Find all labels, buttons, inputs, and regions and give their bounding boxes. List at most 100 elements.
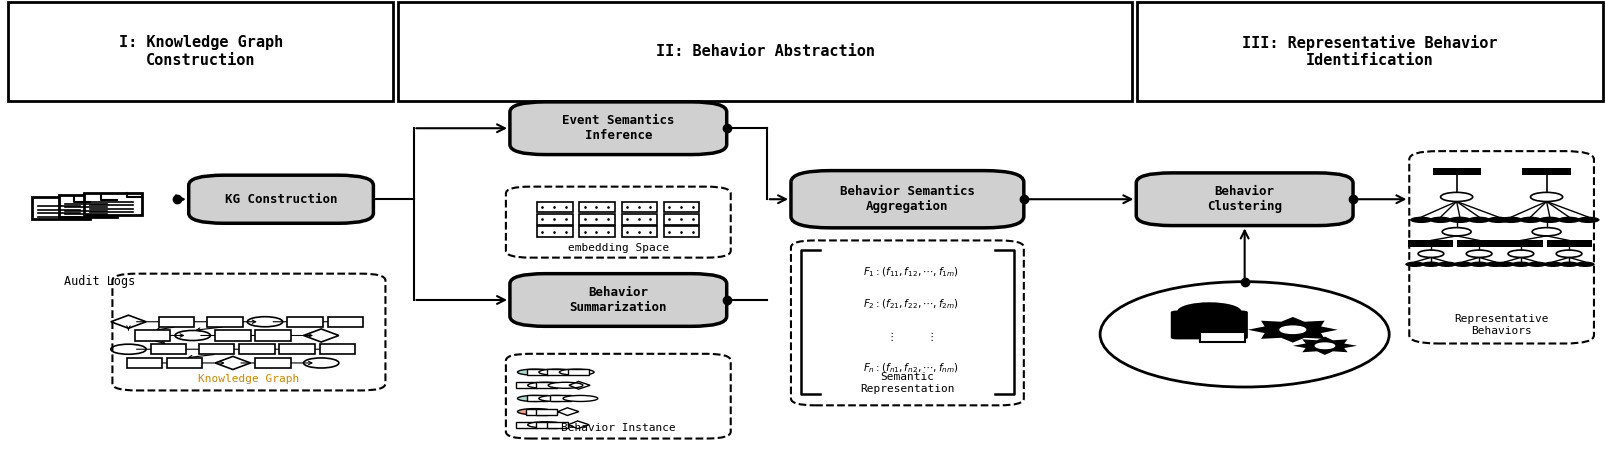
Text: $F_2{:}(f_{21},f_{22},\cdots,f_{2m})$: $F_2{:}(f_{21},f_{22},\cdots,f_{2m})$ xyxy=(862,297,958,311)
FancyBboxPatch shape xyxy=(287,317,323,327)
Text: Knowledge Graph: Knowledge Graph xyxy=(197,374,300,384)
Text: $F_1{:}(f_{11},f_{12},\cdots,f_{1m})$: $F_1{:}(f_{11},f_{12},\cdots,f_{1m})$ xyxy=(862,265,958,279)
FancyBboxPatch shape xyxy=(510,274,725,327)
Circle shape xyxy=(1409,217,1432,223)
Ellipse shape xyxy=(528,382,562,388)
Ellipse shape xyxy=(539,395,573,402)
Circle shape xyxy=(1448,217,1470,223)
FancyBboxPatch shape xyxy=(547,422,568,428)
Circle shape xyxy=(1428,217,1451,223)
FancyBboxPatch shape xyxy=(199,344,234,354)
Circle shape xyxy=(1510,262,1530,267)
FancyBboxPatch shape xyxy=(579,214,615,224)
Circle shape xyxy=(1494,262,1514,267)
FancyBboxPatch shape xyxy=(127,358,162,368)
FancyBboxPatch shape xyxy=(663,226,700,237)
Circle shape xyxy=(1441,228,1470,236)
Circle shape xyxy=(1576,217,1599,223)
Text: Behavior
Summarization: Behavior Summarization xyxy=(570,286,666,314)
Circle shape xyxy=(1469,262,1488,267)
FancyBboxPatch shape xyxy=(189,175,372,224)
FancyBboxPatch shape xyxy=(319,344,355,354)
Circle shape xyxy=(1467,217,1489,223)
Bar xyxy=(1136,2,1602,101)
FancyBboxPatch shape xyxy=(1432,168,1480,175)
FancyBboxPatch shape xyxy=(579,226,615,237)
Circle shape xyxy=(1518,217,1541,223)
Circle shape xyxy=(1499,217,1522,223)
Ellipse shape xyxy=(1099,282,1388,387)
FancyBboxPatch shape xyxy=(135,331,170,341)
Text: Behavior
Clustering: Behavior Clustering xyxy=(1207,185,1281,213)
Circle shape xyxy=(1417,250,1443,257)
Circle shape xyxy=(1542,262,1562,267)
Circle shape xyxy=(1507,250,1533,257)
Text: $\vdots\qquad\quad\vdots$: $\vdots\qquad\quad\vdots$ xyxy=(886,330,934,343)
FancyBboxPatch shape xyxy=(526,369,547,375)
FancyBboxPatch shape xyxy=(1408,240,1453,247)
FancyBboxPatch shape xyxy=(215,331,250,341)
Circle shape xyxy=(1530,192,1562,202)
Circle shape xyxy=(1558,262,1578,267)
Circle shape xyxy=(1526,262,1546,267)
FancyBboxPatch shape xyxy=(59,195,117,217)
FancyBboxPatch shape xyxy=(538,202,573,212)
Circle shape xyxy=(1176,302,1241,321)
Circle shape xyxy=(1453,262,1472,267)
Ellipse shape xyxy=(559,369,594,375)
FancyBboxPatch shape xyxy=(207,317,242,327)
FancyBboxPatch shape xyxy=(526,395,547,402)
Text: KG Construction: KG Construction xyxy=(225,193,337,206)
Ellipse shape xyxy=(563,395,597,402)
FancyBboxPatch shape xyxy=(547,369,568,375)
FancyBboxPatch shape xyxy=(515,422,536,428)
FancyBboxPatch shape xyxy=(1497,240,1542,247)
Text: I: Knowledge Graph
Construction: I: Knowledge Graph Construction xyxy=(119,35,282,68)
Ellipse shape xyxy=(547,382,583,388)
FancyBboxPatch shape xyxy=(1170,311,1247,339)
FancyBboxPatch shape xyxy=(151,344,186,354)
FancyBboxPatch shape xyxy=(1522,168,1570,175)
FancyBboxPatch shape xyxy=(525,409,547,414)
FancyBboxPatch shape xyxy=(567,369,589,375)
Circle shape xyxy=(1555,250,1581,257)
Circle shape xyxy=(1538,217,1560,223)
FancyBboxPatch shape xyxy=(239,344,274,354)
FancyBboxPatch shape xyxy=(515,382,536,388)
Ellipse shape xyxy=(517,369,552,375)
Circle shape xyxy=(1557,217,1579,223)
FancyBboxPatch shape xyxy=(579,202,615,212)
Text: embedding Space: embedding Space xyxy=(567,243,669,252)
FancyBboxPatch shape xyxy=(536,422,557,428)
Circle shape xyxy=(1436,262,1456,267)
FancyBboxPatch shape xyxy=(663,202,700,212)
FancyBboxPatch shape xyxy=(538,226,573,237)
Polygon shape xyxy=(1292,337,1356,355)
Bar xyxy=(398,2,1132,101)
FancyBboxPatch shape xyxy=(1546,240,1591,247)
FancyBboxPatch shape xyxy=(790,171,1024,228)
Circle shape xyxy=(1465,250,1491,257)
FancyBboxPatch shape xyxy=(1199,332,1244,342)
Circle shape xyxy=(1420,262,1440,267)
Polygon shape xyxy=(1247,317,1337,343)
FancyBboxPatch shape xyxy=(621,214,656,224)
FancyBboxPatch shape xyxy=(32,197,90,219)
FancyBboxPatch shape xyxy=(159,317,194,327)
FancyBboxPatch shape xyxy=(83,193,141,215)
FancyBboxPatch shape xyxy=(167,358,202,368)
FancyBboxPatch shape xyxy=(506,354,730,439)
FancyBboxPatch shape xyxy=(538,214,573,224)
Ellipse shape xyxy=(528,422,562,428)
Circle shape xyxy=(1531,228,1560,236)
Text: Audit Logs: Audit Logs xyxy=(64,275,135,288)
Text: Representative
Behaviors: Representative Behaviors xyxy=(1454,314,1547,336)
Ellipse shape xyxy=(517,409,552,414)
Text: Behavior Instance: Behavior Instance xyxy=(560,424,676,433)
FancyBboxPatch shape xyxy=(621,226,656,237)
Circle shape xyxy=(1575,262,1594,267)
Circle shape xyxy=(1486,217,1509,223)
Text: Semantic
Representation: Semantic Representation xyxy=(860,372,953,394)
FancyBboxPatch shape xyxy=(536,409,557,414)
FancyBboxPatch shape xyxy=(536,382,557,388)
